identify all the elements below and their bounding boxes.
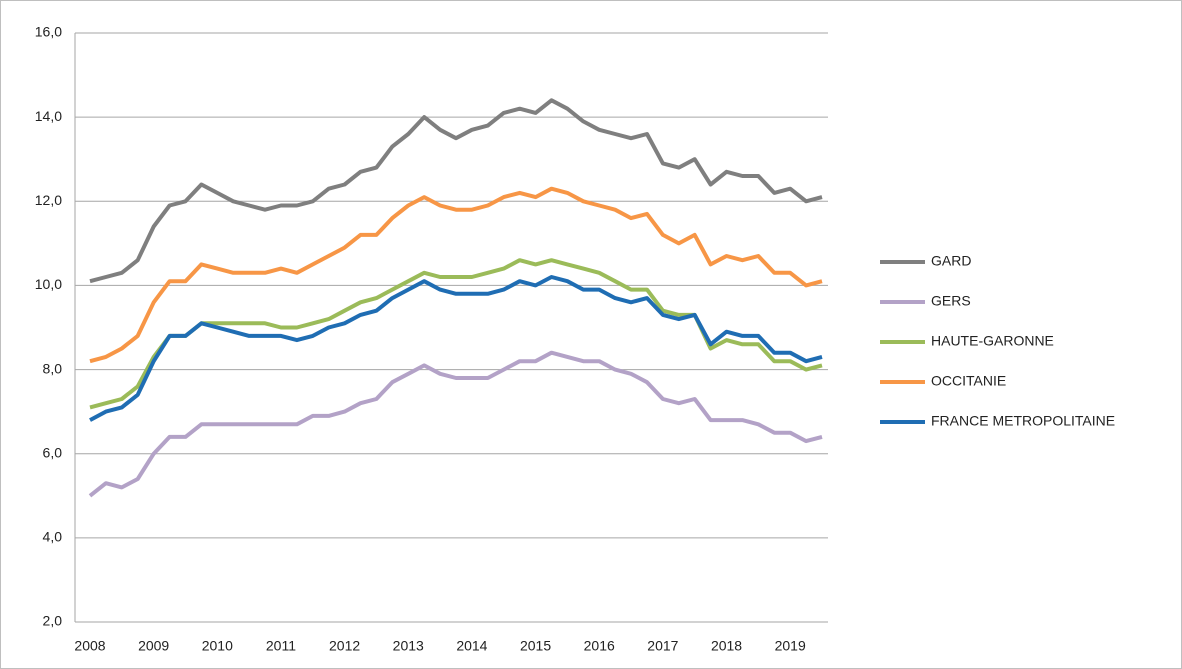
legend-label: OCCITANIE: [931, 373, 1006, 389]
x-tick-label: 2015: [520, 638, 551, 654]
y-tick-label: 6,0: [43, 444, 63, 460]
y-tick-label: 4,0: [43, 529, 63, 545]
x-tick-label: 2019: [775, 638, 806, 654]
data-line: [89, 98, 823, 284]
legend-label: GERS: [931, 293, 971, 309]
data-line: [89, 275, 823, 422]
y-tick-label: 16,0: [35, 24, 62, 40]
y-tick-label: 12,0: [35, 192, 62, 208]
legend-label: GARD: [931, 253, 971, 269]
x-tick-label: 2013: [393, 638, 424, 654]
legend-label: HAUTE-GARONNE: [931, 333, 1054, 349]
y-tick-label: 14,0: [35, 108, 62, 124]
data-line: [89, 186, 823, 364]
y-tick-label: 2,0: [43, 613, 63, 629]
x-tick-label: 2009: [138, 638, 169, 654]
y-tick-label: 10,0: [35, 276, 62, 292]
data-line: [88, 350, 823, 498]
y-tick-label: 8,0: [43, 360, 63, 376]
x-tick-label: 2012: [329, 638, 360, 654]
x-tick-label: 2011: [266, 638, 296, 654]
x-tick-label: 2014: [456, 638, 487, 654]
x-tick-label: 2016: [584, 638, 615, 654]
legend-label: FRANCE METROPOLITAINE: [931, 413, 1115, 429]
x-tick-label: 2010: [202, 638, 233, 654]
x-tick-label: 2008: [74, 638, 105, 654]
x-tick-label: 2018: [711, 638, 742, 654]
x-tick-label: 2017: [647, 638, 678, 654]
